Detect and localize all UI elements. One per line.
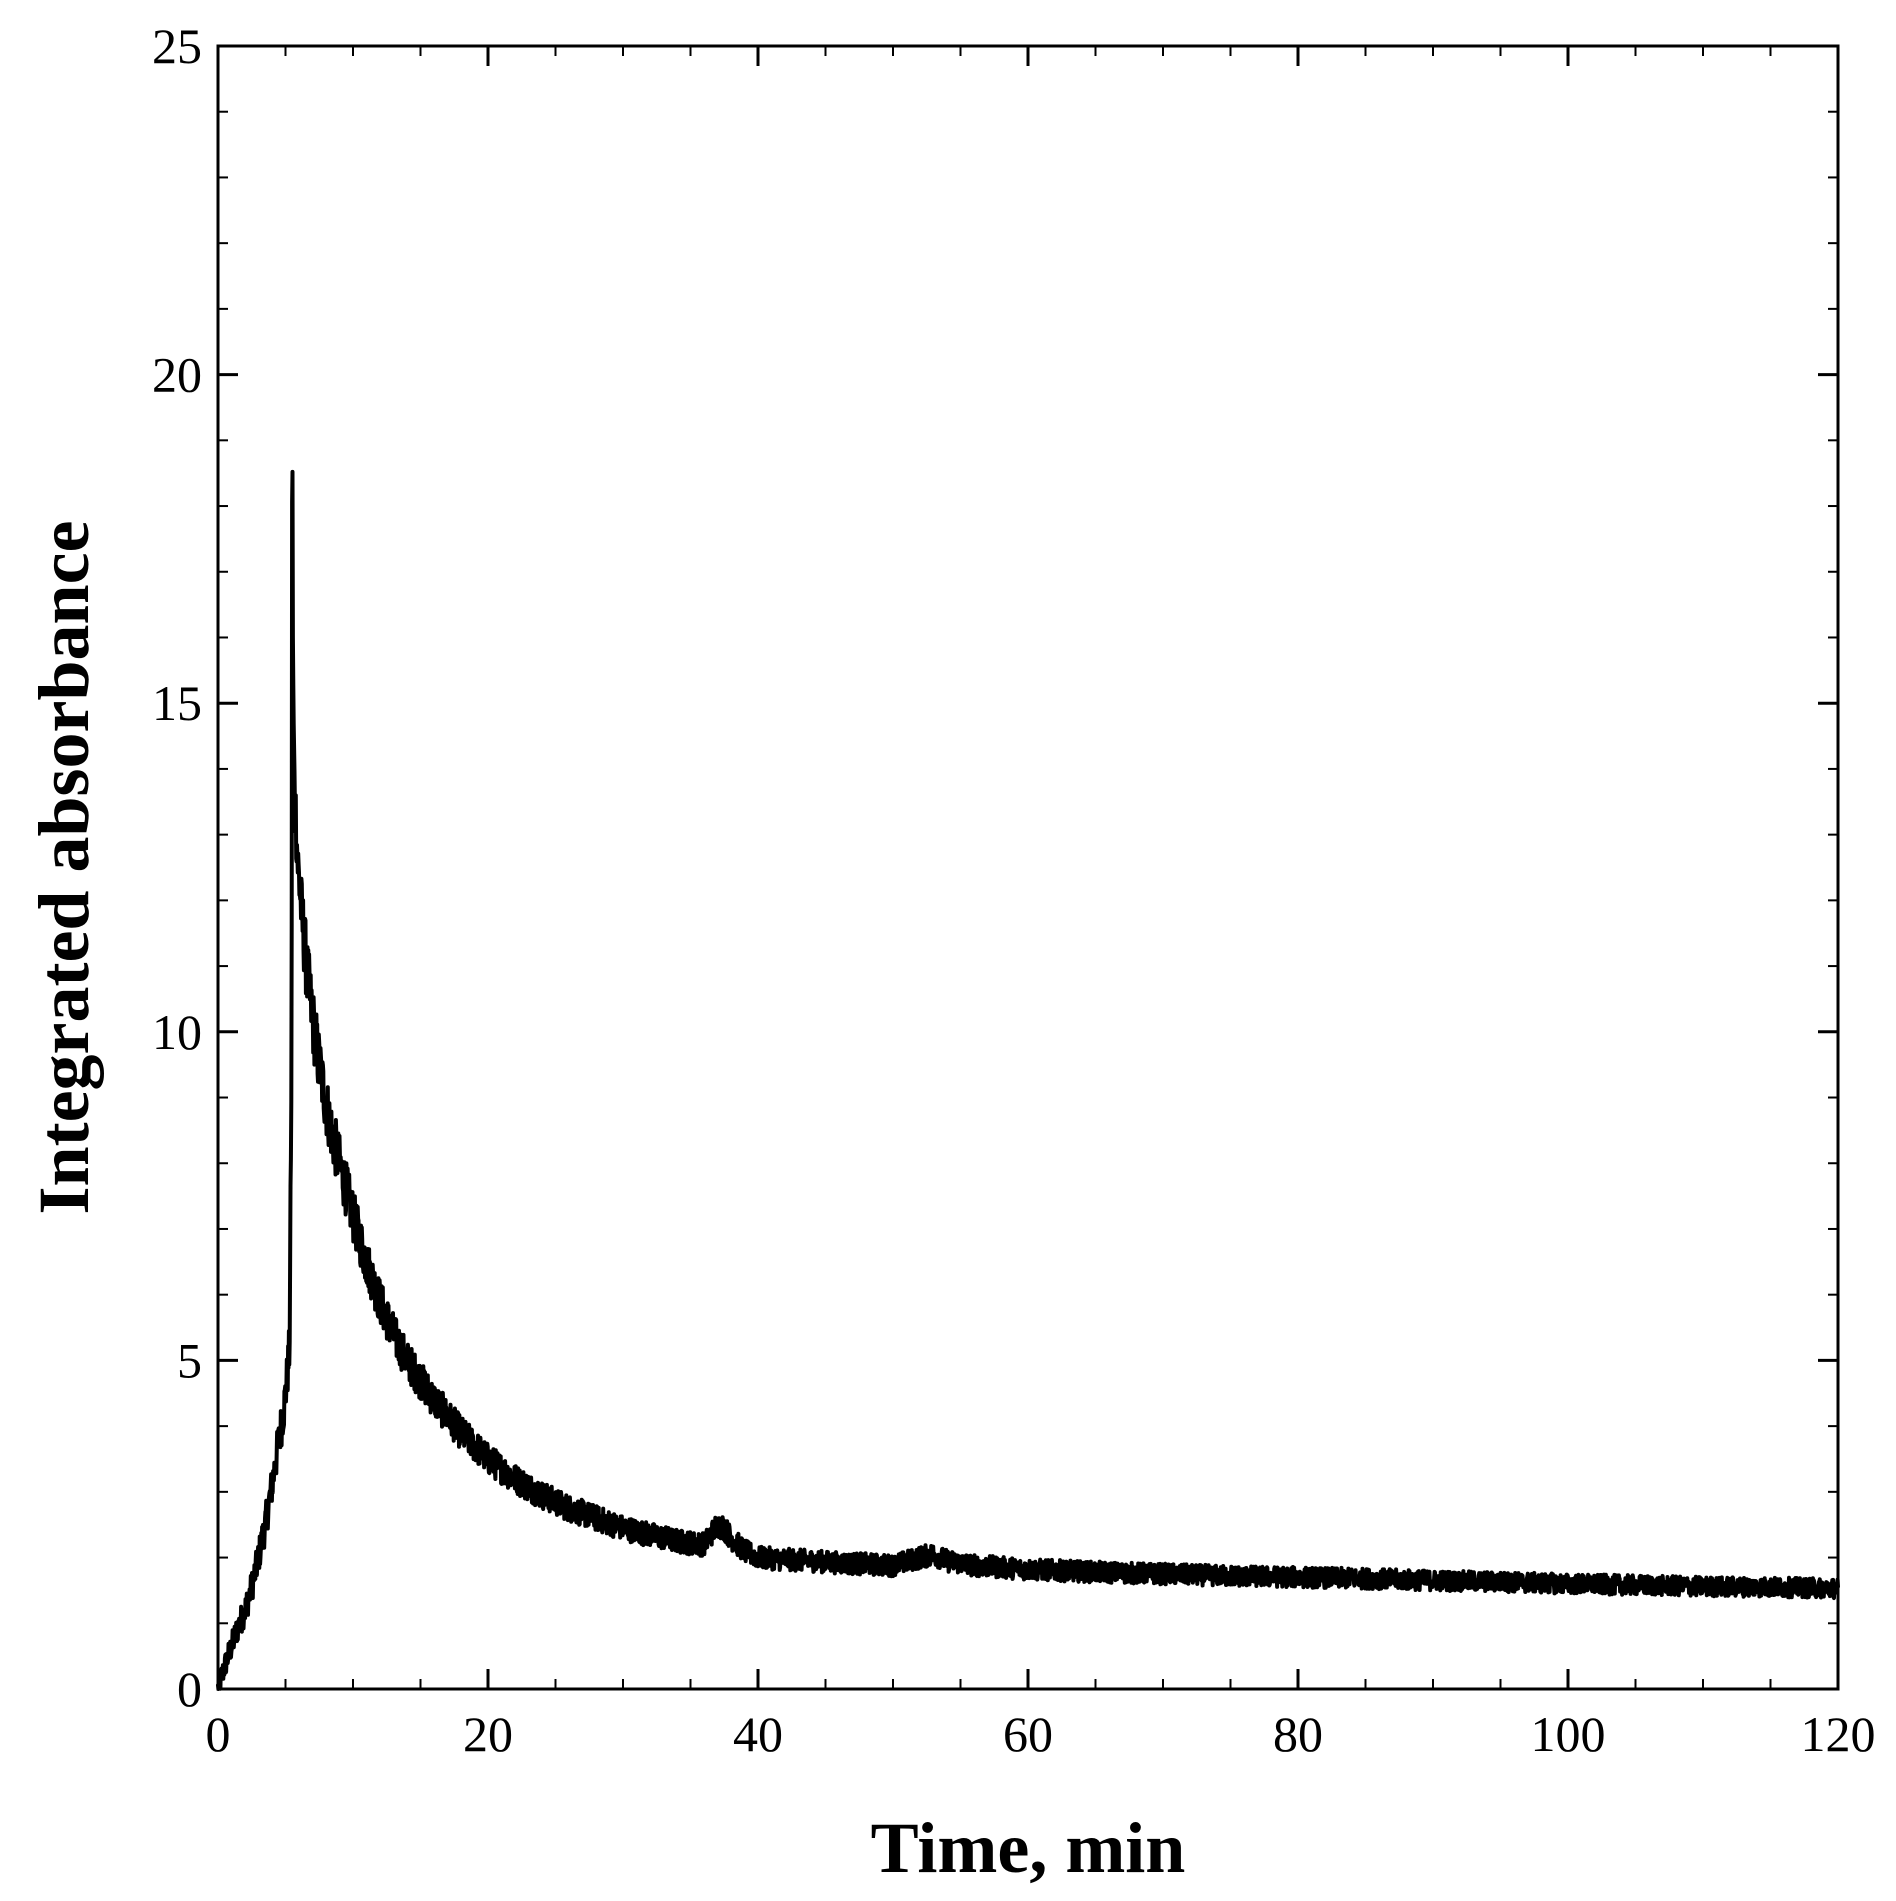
y-tick-label: 20 bbox=[152, 347, 202, 403]
x-tick-label: 40 bbox=[733, 1706, 783, 1762]
x-tick-label: 100 bbox=[1531, 1706, 1606, 1762]
y-tick-label: 5 bbox=[177, 1332, 202, 1388]
tick-labels: 0 20 40 60 80 100 120 0 5 10 15 20 25 bbox=[152, 18, 1876, 1762]
y-tick-label: 15 bbox=[152, 675, 202, 731]
x-tick-label: 80 bbox=[1273, 1706, 1323, 1762]
data-line bbox=[216, 469, 1840, 1691]
x-tick-label: 0 bbox=[206, 1706, 231, 1762]
y-tick-label: 10 bbox=[152, 1004, 202, 1060]
x-axis-label: Time, min bbox=[871, 1808, 1186, 1888]
x-tick-label: 20 bbox=[463, 1706, 513, 1762]
y-tick-label: 25 bbox=[152, 18, 202, 74]
x-tick-label: 60 bbox=[1003, 1706, 1053, 1762]
plot-frame bbox=[216, 44, 1840, 1691]
y-axis-label: Integrated absorbance bbox=[24, 521, 104, 1215]
x-tick-label: 120 bbox=[1801, 1706, 1876, 1762]
y-tick-label: 0 bbox=[177, 1661, 202, 1717]
